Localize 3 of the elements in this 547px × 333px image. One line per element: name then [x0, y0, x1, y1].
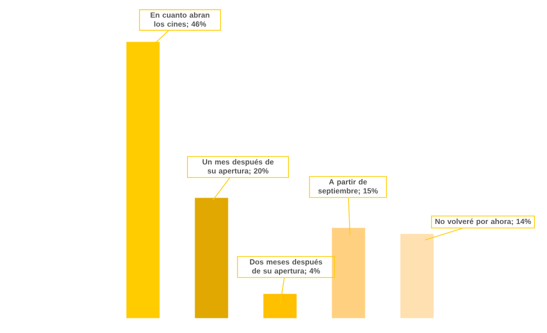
bar	[332, 228, 366, 318]
bar	[400, 234, 434, 318]
bar	[194, 198, 228, 318]
